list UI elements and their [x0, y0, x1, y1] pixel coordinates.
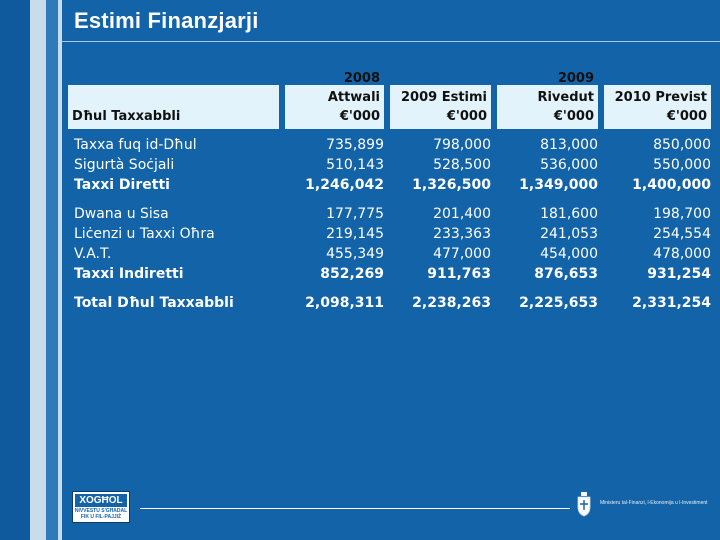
table-row: Sigurtà Soċjali 510,143 528,500 536,000 … — [68, 155, 712, 175]
cell-value: 477,000 — [433, 246, 491, 262]
xoghol-logo: XOGĦOL NIVVESTU S'GĦADAL FIK U FIL-PAJJI… — [72, 491, 130, 523]
table-row-subtotal: Taxxi Diretti 1,246,042 1,326,500 1,349,… — [68, 175, 712, 195]
malta-crest-icon — [577, 492, 591, 517]
row-label: Total Dħul Taxxabbli — [74, 295, 234, 311]
direct-taxes-group: Taxxa fuq id-Dħul 735,899 798,000 813,00… — [68, 135, 712, 195]
cell-value: 1,326,500 — [412, 177, 491, 193]
revenue-table: Dħul Taxxabbli 2008 Attwali €'000 2009 E… — [68, 71, 712, 313]
cell-value: 931,254 — [647, 266, 711, 282]
page-title: Estimi Finanzjarji — [74, 8, 259, 33]
cell-value: 852,269 — [320, 266, 384, 282]
total-group: Total Dħul Taxxabbli 2,098,311 2,238,263… — [68, 293, 712, 313]
cell-value: 536,000 — [540, 157, 598, 173]
logo-tagline: FIK U FIL-PAJJIŻ — [80, 514, 122, 520]
header-cell-label: Dħul Taxxabbli — [68, 85, 279, 129]
header-unit: €'000 — [666, 109, 707, 124]
cell-value: 177,775 — [326, 206, 384, 222]
table-row: V.A.T. 455,349 477,000 454,000 478,000 — [68, 244, 712, 264]
cell-value: 1,349,000 — [519, 177, 598, 193]
cell-value: 876,653 — [534, 266, 598, 282]
cell-value: 201,400 — [433, 206, 491, 222]
cell-value: 850,000 — [653, 137, 711, 153]
decor-band — [0, 0, 30, 540]
cell-value: 911,763 — [427, 266, 491, 282]
indirect-taxes-group: Dwana u Sisa 177,775 201,400 181,600 198… — [68, 204, 712, 284]
cell-value: 550,000 — [653, 157, 711, 173]
cell-value: 254,554 — [653, 226, 711, 242]
header-label-text: Dħul Taxxabbli — [72, 109, 181, 124]
table-header-row: Dħul Taxxabbli 2008 Attwali €'000 2009 E… — [68, 71, 712, 129]
cell-value: 528,500 — [433, 157, 491, 173]
header-unit: €'000 — [446, 109, 487, 124]
cell-value: 2,238,263 — [412, 295, 491, 311]
header-unit: €'000 — [553, 109, 594, 124]
row-label: Taxxi Indiretti — [74, 266, 184, 282]
row-label: Liċenzi u Taxxi Oħra — [74, 226, 215, 242]
decor-band — [58, 0, 62, 540]
cell-value: 241,053 — [540, 226, 598, 242]
cell-value: 198,700 — [653, 206, 711, 222]
cell-value: 233,363 — [433, 226, 491, 242]
table-row: Liċenzi u Taxxi Oħra 219,145 233,363 241… — [68, 224, 712, 244]
logo-tagline: NIVVESTU S'GĦADAL — [74, 508, 128, 514]
header-year: 2009 Rivedut — [537, 71, 594, 105]
cell-value: 798,000 — [433, 137, 491, 153]
header-year: 2008 Attwali — [327, 71, 380, 105]
decor-band — [30, 0, 46, 540]
header-cell-2009-estimate: 2009 Estimi €'000 — [390, 85, 491, 129]
cell-value: 813,000 — [540, 137, 598, 153]
decor-band — [46, 0, 58, 540]
cell-value: 735,899 — [326, 137, 384, 153]
header-year: 2010 Previst — [614, 90, 707, 105]
cell-value: 510,143 — [326, 157, 384, 173]
cell-value: 1,400,000 — [632, 177, 711, 193]
header-year: 2009 Estimi — [401, 90, 487, 105]
cell-value: 2,331,254 — [632, 295, 711, 311]
header-cell-2009-revised: 2009 Rivedut €'000 — [497, 71, 598, 129]
footer-divider — [140, 508, 570, 509]
cell-value: 1,246,042 — [305, 177, 384, 193]
table-row-total: Total Dħul Taxxabbli 2,098,311 2,238,263… — [68, 293, 712, 313]
table-row-subtotal: Taxxi Indiretti 852,269 911,763 876,653 … — [68, 264, 712, 284]
title-divider — [62, 41, 720, 42]
cell-value: 2,225,653 — [519, 295, 598, 311]
cell-value: 478,000 — [653, 246, 711, 262]
cell-value: 181,600 — [540, 206, 598, 222]
row-label: Dwana u Sisa — [74, 206, 169, 222]
cell-value: 454,000 — [540, 246, 598, 262]
table-row: Taxxa fuq id-Dħul 735,899 798,000 813,00… — [68, 135, 712, 155]
row-label: V.A.T. — [74, 246, 112, 262]
cell-value: 219,145 — [326, 226, 384, 242]
row-label: Taxxa fuq id-Dħul — [74, 137, 197, 153]
cell-value: 2,098,311 — [305, 295, 384, 311]
row-label: Taxxi Diretti — [74, 177, 170, 193]
header-cell-2010-forecast: 2010 Previst €'000 — [604, 85, 711, 129]
header-cell-2008-actual: 2008 Attwali €'000 — [285, 71, 384, 129]
cell-value: 455,349 — [326, 246, 384, 262]
row-label: Sigurtà Soċjali — [74, 157, 175, 173]
header-unit: €'000 — [339, 109, 380, 124]
ministry-name: Ministeru tal-Finanzi, l-Ekonomija u l-I… — [600, 500, 708, 506]
logo-word: XOGĦOL — [75, 494, 127, 507]
table-row: Dwana u Sisa 177,775 201,400 181,600 198… — [68, 204, 712, 224]
